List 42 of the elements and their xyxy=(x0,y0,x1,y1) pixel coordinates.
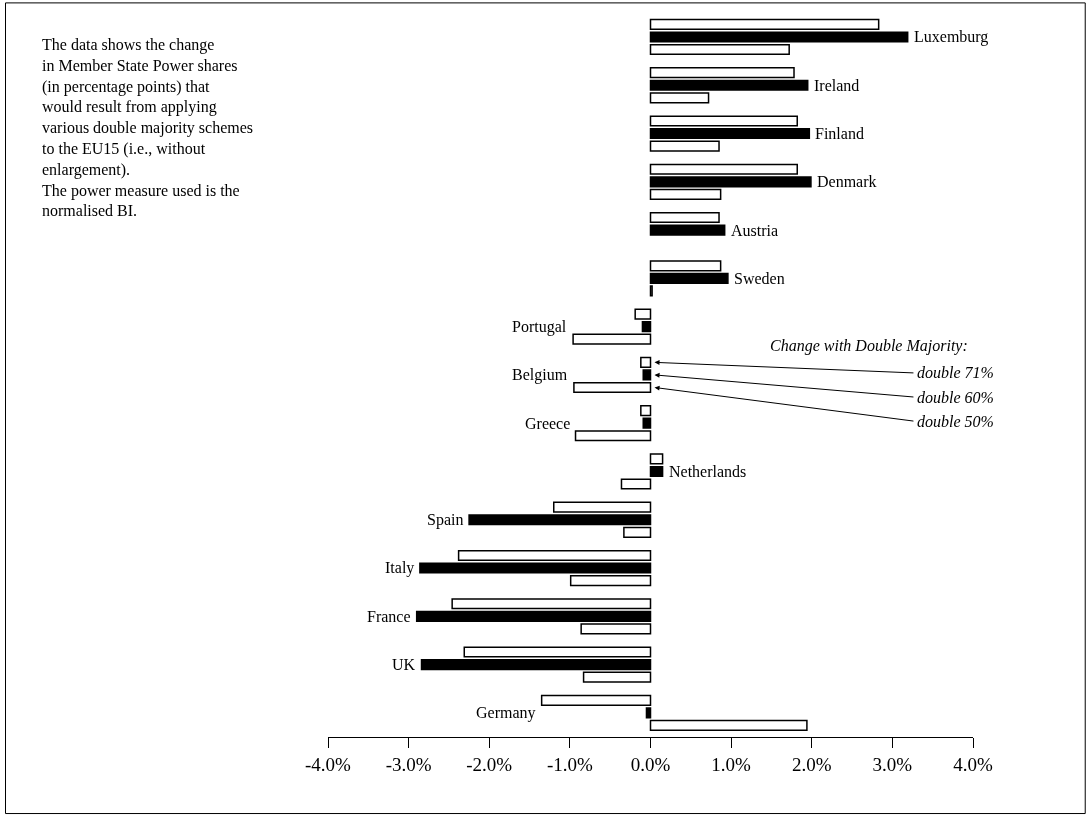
x-tick-label: 2.0% xyxy=(791,753,832,775)
bar xyxy=(582,671,652,683)
y-tick-label: Italy xyxy=(385,559,415,577)
bar xyxy=(649,140,720,152)
bar xyxy=(573,381,652,394)
x-tick-label: 4.0% xyxy=(953,753,993,775)
y-tick-label: France xyxy=(367,608,411,625)
bar xyxy=(649,211,720,224)
x-tick-label: 3.0% xyxy=(872,753,913,775)
y-tick-label: Ireland xyxy=(814,77,860,94)
text: The data shows the change in Member State Power shares (in percentage points) that would result from applying various double majority schemes to the EU15 (i.e., without enlargement). The power measure used is the normalised BI. xyxy=(42,36,254,220)
bar xyxy=(649,224,726,236)
text: double 71% xyxy=(917,364,994,381)
x-tick-label: -2.0% xyxy=(466,753,513,775)
y-tick-label: Greece xyxy=(525,415,571,432)
y-tick-label: UK xyxy=(392,656,416,673)
y-tick-label: Netherlands xyxy=(669,463,747,480)
bar xyxy=(649,719,808,731)
y-tick-label: Belgium xyxy=(512,366,568,384)
x-tick-label: 1.0% xyxy=(711,753,752,775)
bar xyxy=(649,260,722,272)
y-tick-label: Germany xyxy=(476,704,536,722)
y-tick-label: Sweden xyxy=(734,270,785,287)
bar xyxy=(572,333,652,345)
bar xyxy=(623,526,652,538)
x-tick-label: 0.0% xyxy=(630,753,671,775)
x-tick-label: -4.0% xyxy=(305,753,352,775)
y-tick-label: Portugal xyxy=(512,318,567,336)
y-tick-label: Spain xyxy=(427,511,464,529)
text: double 60% xyxy=(917,389,994,406)
bar xyxy=(640,405,652,417)
x-tick-label: -3.0% xyxy=(385,753,432,775)
x-tick-label: -1.0% xyxy=(546,753,593,775)
bar xyxy=(451,598,652,610)
y-tick-label: Austria xyxy=(731,222,779,239)
y-tick-label: Denmark xyxy=(817,173,877,190)
bar xyxy=(649,67,795,79)
bar xyxy=(649,188,722,200)
text: double 50% xyxy=(917,413,994,430)
y-tick-label: Finland xyxy=(815,125,864,142)
legend-title: Change with Double Majority: xyxy=(770,337,968,355)
y-tick-label: Luxemburg xyxy=(914,28,989,46)
